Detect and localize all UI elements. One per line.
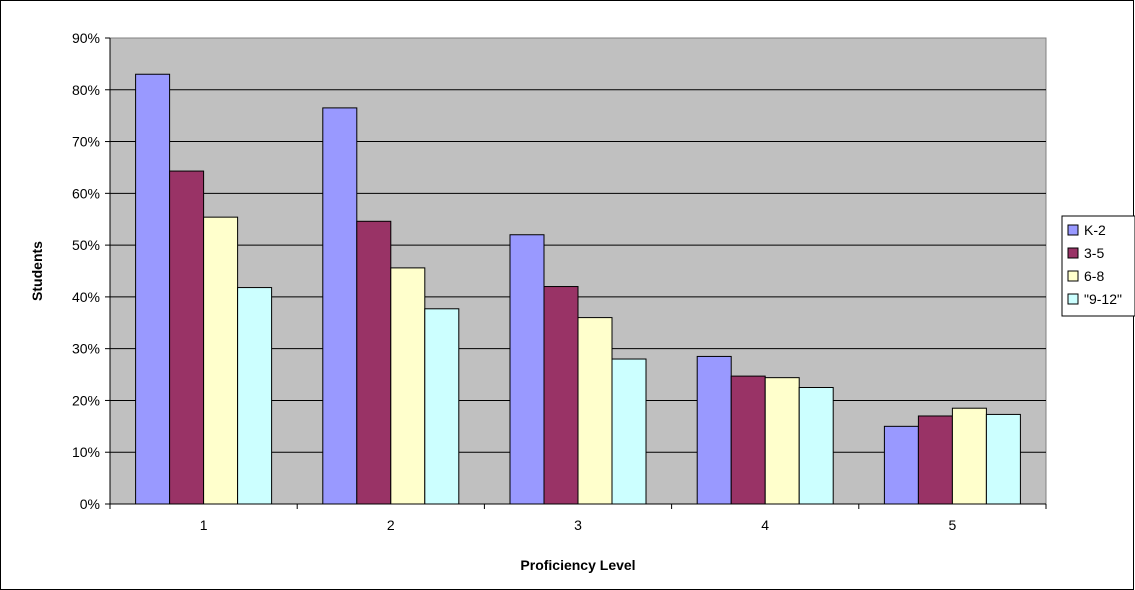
y-tick-label: 90% bbox=[72, 30, 100, 46]
x-tick-label: 5 bbox=[949, 517, 957, 533]
bar-912-level-1 bbox=[237, 287, 273, 505]
bar-35-level-2 bbox=[356, 220, 392, 505]
y-tick-label: 80% bbox=[72, 82, 100, 98]
bar-68-level-2 bbox=[390, 267, 426, 505]
legend-label: 3-5 bbox=[1084, 245, 1104, 261]
legend-swatch bbox=[1067, 270, 1079, 282]
bar-35-level-4 bbox=[730, 375, 766, 505]
y-axis-ticks: 0% 10% 20% 30% 40% 50% 60% 70% 80% 90% bbox=[72, 30, 110, 512]
bar-35-level-1 bbox=[169, 170, 205, 505]
bars bbox=[135, 73, 1021, 505]
bar-912-level-5 bbox=[985, 413, 1021, 505]
legend-swatch bbox=[1067, 247, 1079, 259]
bar-912-level-3 bbox=[611, 358, 647, 505]
bar-K2-level-2 bbox=[322, 107, 358, 505]
y-tick-label: 70% bbox=[72, 134, 100, 150]
y-tick-label: 10% bbox=[72, 444, 100, 460]
legend-swatch bbox=[1067, 293, 1079, 305]
bar-912-level-4 bbox=[798, 387, 834, 505]
x-axis-title: Proficiency Level bbox=[520, 557, 635, 573]
legend-swatch bbox=[1067, 224, 1079, 236]
y-tick-label: 0% bbox=[80, 496, 100, 512]
y-tick-label: 40% bbox=[72, 289, 100, 305]
bar-68-level-1 bbox=[203, 216, 239, 505]
bar-35-level-5 bbox=[917, 415, 953, 505]
y-tick-label: 20% bbox=[72, 392, 100, 408]
x-tick-label: 1 bbox=[200, 517, 208, 533]
y-tick-label: 30% bbox=[72, 341, 100, 357]
y-tick-label: 60% bbox=[72, 185, 100, 201]
legend-label: "9-12" bbox=[1084, 291, 1122, 307]
y-axis-title: Students bbox=[29, 241, 45, 301]
x-axis-ticks: 1 2 3 4 5 bbox=[109, 504, 1047, 533]
bar-K2-level-4 bbox=[696, 355, 732, 505]
bar-K2-level-5 bbox=[883, 425, 919, 505]
bar-K2-level-1 bbox=[135, 73, 171, 505]
legend-label: 6-8 bbox=[1084, 268, 1104, 284]
legend: K-2 3-5 6-8 "9-12" bbox=[1061, 215, 1135, 317]
bar-K2-level-3 bbox=[509, 234, 545, 505]
bar-68-level-4 bbox=[764, 377, 800, 505]
x-tick-label: 2 bbox=[387, 517, 395, 533]
bar-912-level-2 bbox=[424, 308, 460, 505]
bar-35-level-3 bbox=[543, 286, 579, 505]
x-tick-label: 3 bbox=[574, 517, 582, 533]
bar-68-level-3 bbox=[577, 317, 613, 505]
legend-label: K-2 bbox=[1084, 222, 1106, 238]
x-tick-label: 4 bbox=[761, 517, 769, 533]
bar-68-level-5 bbox=[951, 407, 987, 505]
y-tick-label: 50% bbox=[72, 237, 100, 253]
